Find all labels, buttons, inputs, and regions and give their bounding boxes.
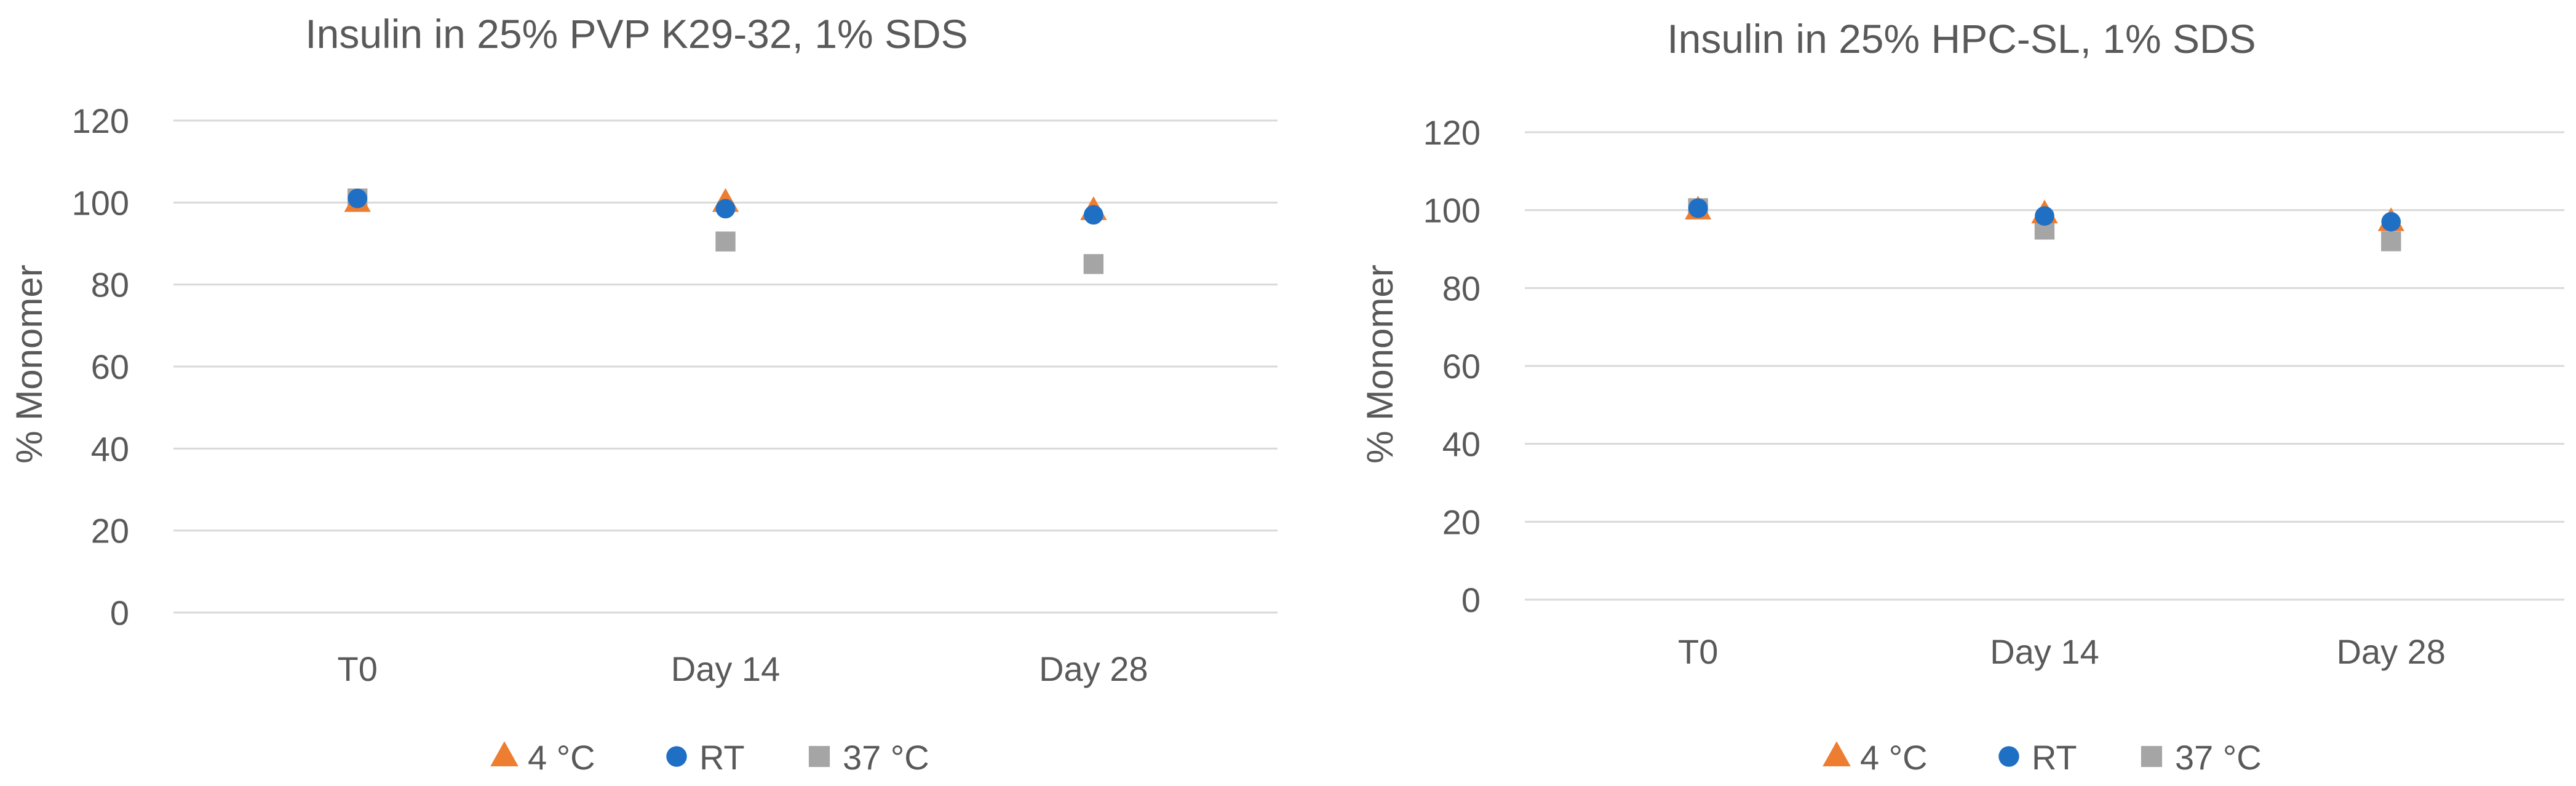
- legend-label: 4 °C: [1860, 738, 1928, 777]
- data-point-square: [715, 231, 736, 252]
- legend: 4 °C RT 37 °C: [1823, 738, 2262, 777]
- legend-marker-triangle: [1823, 741, 1851, 766]
- chart-svg: Insulin in 25% PVP K29-32, 1% SDS % Mono…: [9, 11, 1278, 777]
- data-point-circle: [715, 199, 736, 219]
- legend-marker-circle: [666, 746, 687, 767]
- plot-area: 0 20 40 60 80 100 120 T0 Day 14 Day 28: [72, 101, 1278, 688]
- chart-right: Insulin in 25% HPC-SL, 1% SDS % Monomer …: [1288, 0, 2576, 783]
- data-point-circle: [1083, 205, 1103, 225]
- data-point-circle: [1688, 198, 1708, 218]
- legend-label: RT: [2032, 738, 2077, 777]
- chart-left: Insulin in 25% PVP K29-32, 1% SDS % Mono…: [0, 0, 1288, 783]
- data-point-square: [2381, 231, 2401, 252]
- legend-label: 4 °C: [528, 738, 595, 777]
- y-tick-label: 0: [1461, 581, 1481, 619]
- x-tick-label: T0: [1678, 632, 1718, 671]
- y-tick-label: 40: [1442, 425, 1481, 464]
- legend-marker-circle: [1998, 746, 2019, 767]
- data-point-square: [1083, 254, 1104, 274]
- y-tick-label: 120: [72, 101, 129, 140]
- x-tick-label: Day 28: [2337, 632, 2446, 671]
- x-tick-label: Day 14: [671, 649, 780, 688]
- legend-label: 37 °C: [843, 738, 929, 777]
- legend-marker-triangle: [490, 741, 519, 766]
- y-tick-label: 0: [110, 593, 129, 632]
- y-tick-label: 100: [72, 183, 129, 222]
- y-tick-label: 20: [1442, 502, 1481, 541]
- y-axis-label: % Monomer: [9, 264, 50, 463]
- y-tick-label: 40: [91, 429, 129, 468]
- y-tick-label: 80: [1442, 269, 1481, 308]
- legend-marker-square: [2141, 745, 2163, 768]
- x-tick-label: Day 28: [1039, 649, 1148, 688]
- data-point-circle: [2381, 212, 2401, 232]
- data-point-circle: [348, 188, 368, 208]
- chart-title: Insulin in 25% HPC-SL, 1% SDS: [1667, 16, 2256, 62]
- y-tick-label: 20: [91, 512, 129, 550]
- y-tick-label: 80: [91, 266, 129, 304]
- y-tick-label: 60: [1442, 347, 1481, 386]
- y-tick-label: 120: [1423, 113, 1481, 152]
- legend-marker-square: [808, 745, 830, 768]
- x-tick-label: Day 14: [1990, 632, 2099, 671]
- legend: 4 °C RT 37 °C: [490, 738, 929, 777]
- y-tick-label: 60: [91, 347, 129, 386]
- legend-label: RT: [699, 738, 745, 777]
- legend-label: 37 °C: [2175, 738, 2262, 777]
- chart-svg: Insulin in 25% HPC-SL, 1% SDS % Monomer …: [1359, 16, 2564, 777]
- data-point-circle: [2035, 206, 2054, 226]
- y-tick-label: 100: [1423, 191, 1481, 230]
- plot-area: 0 20 40 60 80 100 120 T0 Day 14 Day 28: [1423, 113, 2564, 671]
- chart-title: Insulin in 25% PVP K29-32, 1% SDS: [305, 11, 968, 57]
- y-axis-label: % Monomer: [1359, 264, 1401, 463]
- x-tick-label: T0: [337, 649, 377, 688]
